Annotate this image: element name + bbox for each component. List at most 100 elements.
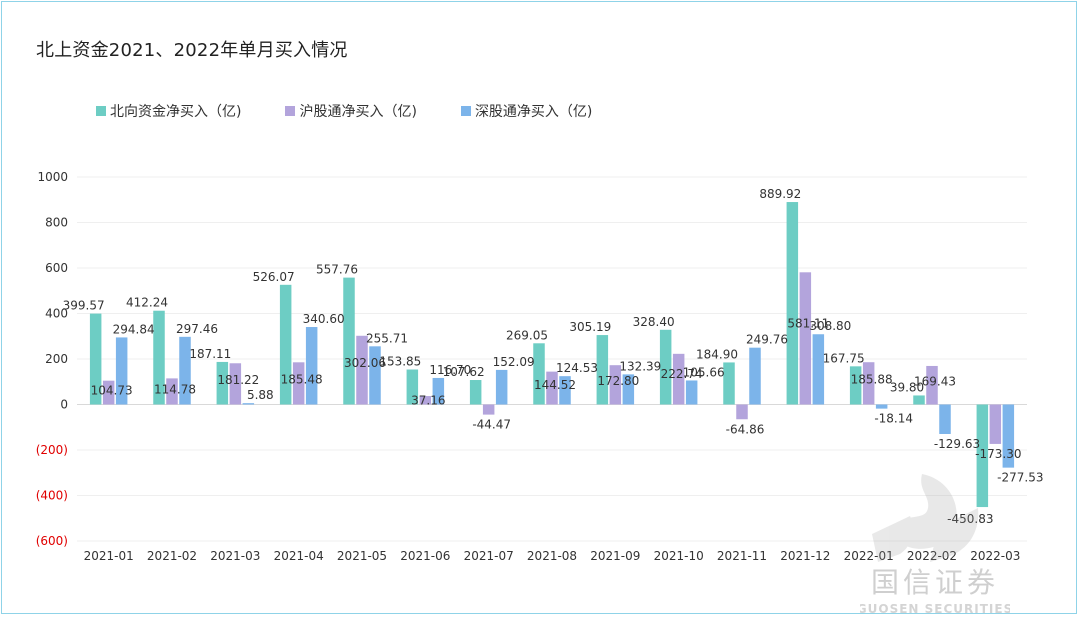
bar xyxy=(609,365,622,405)
x-tick-label: 2022-01 xyxy=(844,549,894,563)
x-tick-label: 2022-03 xyxy=(970,549,1020,563)
bar xyxy=(799,272,812,405)
data-label: -64.86 xyxy=(726,422,765,436)
x-tick-label: 2021-10 xyxy=(654,549,704,563)
bar xyxy=(89,313,102,405)
data-label: 302.06 xyxy=(344,356,386,370)
bar xyxy=(469,380,482,405)
x-tick-label: 2021-11 xyxy=(717,549,767,563)
bar xyxy=(216,361,229,405)
data-label: -129.63 xyxy=(934,437,980,451)
x-tick-label: 2022-02 xyxy=(907,549,957,563)
data-label: 308.80 xyxy=(809,319,851,333)
bar xyxy=(723,362,735,405)
x-tick-label: 2021-09 xyxy=(590,549,640,563)
bar xyxy=(533,343,545,405)
data-label: 255.71 xyxy=(366,331,408,345)
y-tick-label: 0 xyxy=(60,398,68,412)
data-label: 412.24 xyxy=(126,296,168,310)
x-tick-label: 2021-07 xyxy=(464,549,514,563)
data-label: 222.74 xyxy=(661,367,703,381)
data-label: 132.39 xyxy=(619,359,661,373)
data-label: 152.09 xyxy=(493,355,535,369)
data-label: 581.11 xyxy=(787,317,829,331)
legend: 北向资金净买入（亿) 沪股通净买入（亿) 深股通净买入（亿) xyxy=(96,101,592,121)
bar xyxy=(685,380,698,405)
y-tick-label: (200) xyxy=(36,443,68,457)
data-label: 153.85 xyxy=(379,354,421,368)
x-tick-label: 2021-08 xyxy=(527,549,577,563)
bar xyxy=(1002,404,1015,468)
data-label: 185.48 xyxy=(281,372,323,386)
watermark-cn: 国信证券 xyxy=(871,566,999,599)
bar xyxy=(559,376,571,405)
data-label: 526.07 xyxy=(253,270,295,284)
data-label: -173.30 xyxy=(975,447,1021,461)
data-label: 187.11 xyxy=(189,347,231,361)
bar xyxy=(242,403,255,405)
x-tick-label: 2021-12 xyxy=(780,549,830,563)
bar xyxy=(495,369,508,405)
data-label: -450.83 xyxy=(947,512,993,526)
guosen-logo-watermark: 国信证券 GUOSEN SECURITIES xyxy=(860,474,1010,616)
data-label: 328.40 xyxy=(633,315,675,329)
bar xyxy=(913,395,925,405)
bar xyxy=(292,362,305,405)
data-label: 39.80 xyxy=(890,380,924,394)
bar xyxy=(659,329,672,405)
data-label: 184.90 xyxy=(696,347,738,361)
data-label: 105.66 xyxy=(683,365,725,379)
data-label: 5.88 xyxy=(247,388,274,402)
y-tick-label: (400) xyxy=(36,489,68,503)
data-label: -44.47 xyxy=(472,418,511,432)
x-tick-label: 2021-06 xyxy=(400,549,450,563)
data-label: 37.16 xyxy=(411,393,445,407)
data-label: 181.22 xyxy=(217,373,259,387)
bar xyxy=(102,380,115,405)
data-label: 124.53 xyxy=(556,361,598,375)
bar xyxy=(115,337,128,405)
bar xyxy=(546,371,558,405)
legend-swatch-north xyxy=(96,106,106,116)
legend-label-north: 北向资金净买入（亿) xyxy=(110,104,242,120)
bar xyxy=(153,310,165,405)
bar xyxy=(432,377,445,405)
bar xyxy=(812,334,825,405)
data-label: 294.84 xyxy=(113,322,155,336)
bar xyxy=(875,404,888,409)
data-label: 305.19 xyxy=(569,320,611,334)
legend-item-sh: 沪股通净买入（亿) xyxy=(285,101,417,121)
data-label: 297.46 xyxy=(176,322,218,336)
bar xyxy=(736,404,748,420)
bar xyxy=(989,404,1002,444)
bar xyxy=(939,404,951,434)
bar xyxy=(849,366,862,405)
bar xyxy=(369,346,381,405)
bar xyxy=(166,378,178,405)
x-tick-label: 2021-04 xyxy=(274,549,324,563)
bar xyxy=(406,369,419,405)
data-label: 249.76 xyxy=(746,333,788,347)
bar xyxy=(356,335,368,405)
bar xyxy=(976,404,989,508)
data-label: 340.60 xyxy=(303,312,345,326)
bar xyxy=(926,365,938,405)
bar xyxy=(482,404,495,415)
bar xyxy=(229,363,242,405)
bar xyxy=(862,362,875,405)
watermark-en: GUOSEN SECURITIES xyxy=(860,602,1010,616)
y-tick-label: (600) xyxy=(36,534,68,548)
bar xyxy=(305,327,318,405)
y-tick-label: 1000 xyxy=(37,170,68,184)
data-label: 144.52 xyxy=(534,378,576,392)
data-label: 104.73 xyxy=(91,384,133,398)
legend-swatch-sz xyxy=(460,106,471,116)
legend-label-sz: 深股通净买入（亿) xyxy=(474,104,593,120)
data-label: 107.62 xyxy=(443,365,485,379)
legend-item-north: 北向资金净买入（亿) xyxy=(96,101,241,121)
data-label: 114.78 xyxy=(154,382,196,396)
chart-title: 北上资金2021、2022年单月买入情况 xyxy=(36,40,348,61)
data-label: 399.57 xyxy=(63,299,105,313)
